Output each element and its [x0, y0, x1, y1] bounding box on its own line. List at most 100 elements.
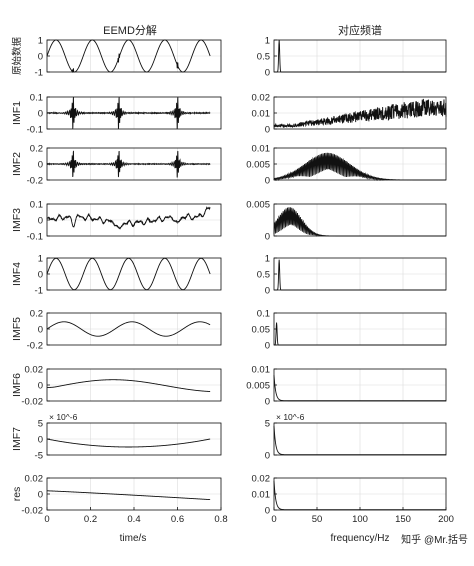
y-tick-label: 0	[38, 489, 43, 500]
y-tick-label: 0.5	[257, 269, 270, 280]
x-tick-label: 0.6	[171, 514, 184, 525]
x-tick-label: 0.4	[127, 514, 140, 525]
y-exponent-label: × 10^-6	[276, 412, 305, 422]
axes-frame	[273, 203, 447, 237]
y-tick-label: 0	[38, 108, 43, 119]
x-tick-label: 50	[312, 514, 323, 525]
y-tick-label: 0	[265, 231, 270, 242]
y-tick-label: -1	[35, 285, 43, 296]
right-panel-7: 0.01 0.005 0	[246, 364, 447, 407]
row-label-1: 原始数据	[11, 37, 23, 76]
left-panel-7: 0.02 0 -0.02	[21, 364, 222, 407]
x-tick-label: 0.8	[214, 514, 227, 525]
y-tick-label: -0.2	[27, 175, 43, 186]
left-series-line	[46, 205, 211, 230]
y-tick-label: 0.01	[252, 143, 271, 154]
left-panel-1: 1 0 -1	[35, 35, 222, 78]
y-tick-label: 0	[38, 380, 43, 391]
left-panel-8: 5 0 -5 × 10^-6	[35, 412, 222, 461]
y-tick-label: 0.01	[252, 489, 271, 500]
y-tick-label: 0	[265, 340, 270, 351]
left-panel-4: 0.1 0 -0.1	[27, 199, 222, 242]
right-panel-3: 0.01 0.005 0	[246, 143, 447, 186]
right-panel-6: 0.1 0.05 0	[252, 308, 447, 351]
y-tick-label: 0.01	[252, 364, 271, 375]
y-tick-label: -0.02	[21, 505, 43, 516]
y-tick-label: 0.01	[252, 108, 271, 119]
x-tick-label: 0	[271, 514, 276, 525]
right-column-title: 对应频谱	[338, 23, 382, 37]
row-label-4: IMF3	[11, 208, 23, 232]
y-tick-label: 0	[265, 505, 270, 516]
y-tick-label: 5	[265, 418, 270, 429]
right-x-axis-label: frequency/Hz	[331, 533, 390, 544]
y-tick-label: 0.02	[25, 473, 44, 484]
y-tick-label: -1	[35, 67, 43, 78]
y-tick-label: 0	[265, 396, 270, 407]
row-label-9: res	[11, 487, 23, 502]
row-label-8: IMF7	[11, 427, 23, 451]
y-tick-label: 0	[38, 159, 43, 170]
y-tick-label: 0.02	[252, 473, 271, 484]
row-label-3: IMF2	[11, 152, 23, 176]
left-panel-6: 0.2 0 -0.2	[27, 308, 222, 351]
y-tick-label: 0.005	[246, 159, 270, 170]
y-tick-label: 0	[265, 175, 270, 186]
y-tick-label: 5	[38, 418, 43, 429]
axes-frame	[273, 422, 447, 456]
left-series-line	[46, 438, 211, 448]
y-tick-label: 0	[38, 51, 43, 62]
y-tick-label: 0	[38, 269, 43, 280]
y-tick-label: 0	[265, 67, 270, 78]
y-tick-label: 1	[38, 35, 43, 46]
y-tick-label: 0.05	[252, 324, 271, 335]
row-label-6: IMF5	[11, 317, 23, 341]
left-panel-2: 0.1 0 -0.1	[27, 92, 222, 135]
y-tick-label: 0.1	[30, 92, 43, 103]
y-tick-label: 0.005	[246, 380, 270, 391]
y-tick-label: 0	[38, 215, 43, 226]
y-tick-label: 1	[265, 253, 270, 264]
y-tick-label: 0.02	[25, 364, 44, 375]
right-panel-8: 5 0 × 10^-6	[265, 412, 447, 461]
y-exponent-label: × 10^-6	[49, 412, 78, 422]
row-label-2: IMF1	[11, 101, 23, 125]
x-tick-label: 100	[352, 514, 368, 525]
left-series-line	[46, 96, 211, 130]
row-label-5: IMF4	[11, 262, 23, 286]
y-tick-label: -0.1	[27, 124, 43, 135]
y-tick-label: -0.2	[27, 340, 43, 351]
y-tick-label: 1	[265, 35, 270, 46]
left-x-axis-label: time/s	[120, 533, 147, 544]
x-tick-label: 150	[395, 514, 411, 525]
y-tick-label: 0	[265, 285, 270, 296]
y-tick-label: -0.02	[21, 396, 43, 407]
right-series-line	[273, 98, 447, 129]
watermark: 知乎 @Mr.括号	[401, 533, 468, 546]
y-tick-label: -0.1	[27, 231, 43, 242]
y-tick-label: 0.02	[252, 92, 271, 103]
left-series-line	[46, 379, 211, 392]
x-tick-label: 0	[44, 514, 49, 525]
y-tick-label: 0	[265, 124, 270, 135]
y-tick-label: 0.2	[30, 308, 43, 319]
right-panel-1: 10.50	[257, 35, 447, 78]
right-panel-9: 0.02 0.01 00 50 100 150 200	[252, 473, 454, 525]
left-panel-3: 0.2 0 -0.2	[27, 143, 222, 186]
y-tick-label: 0	[38, 434, 43, 445]
right-panel-4: 0.005 0	[246, 199, 447, 242]
left-panel-9: 0.020-0.020 0.2 0.4 0.6 0.8	[21, 473, 227, 525]
y-tick-label: 0	[265, 450, 270, 461]
y-tick-label: 0.1	[30, 199, 43, 210]
y-tick-label: 0.1	[257, 308, 270, 319]
left-series-line	[46, 150, 211, 178]
left-column-title: EEMD分解	[103, 23, 157, 37]
y-tick-label: 0.005	[246, 199, 270, 210]
right-panel-2: 0.02 0.01 0	[252, 92, 447, 135]
y-tick-label: 0.2	[30, 143, 43, 154]
row-label-7: IMF6	[11, 373, 23, 397]
y-tick-label: 0.5	[257, 51, 270, 62]
left-series-line	[46, 490, 211, 501]
y-tick-label: 1	[38, 253, 43, 264]
